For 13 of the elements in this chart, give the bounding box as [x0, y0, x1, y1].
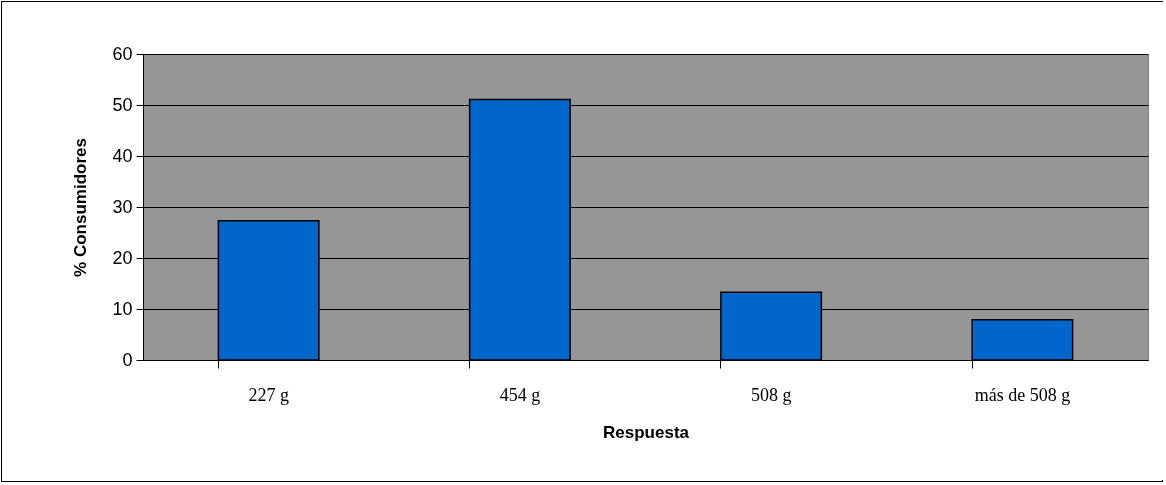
y-tick-label: 30 [112, 196, 133, 217]
x-tick-label: más de 508 g [974, 384, 1071, 405]
x-tick-label: 227 g [248, 384, 289, 405]
y-tick-label: 50 [112, 94, 133, 115]
x-axis-title: Respuesta [603, 422, 690, 442]
x-tick-label: 454 g [499, 384, 541, 405]
y-tick-label: 0 [122, 349, 133, 370]
y-tick-label: 40 [112, 145, 133, 166]
x-tick-label: 508 g [750, 384, 792, 405]
y-axis-title: % Consumidores [71, 138, 91, 277]
y-tick-label: 60 [112, 43, 133, 64]
y-tick-label: 20 [112, 247, 133, 268]
y-tick-label: 10 [112, 298, 133, 319]
